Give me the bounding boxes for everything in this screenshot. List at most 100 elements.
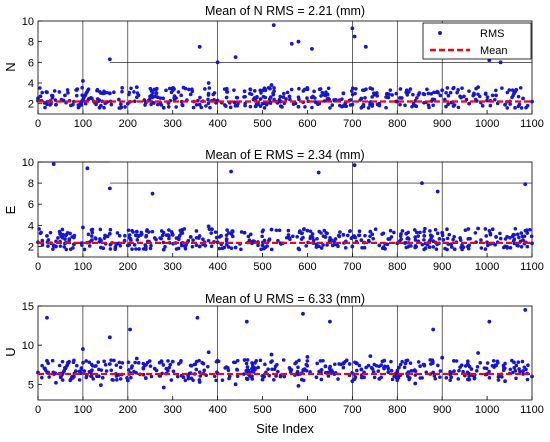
rms-point [524, 105, 528, 110]
rms-point [74, 363, 79, 368]
x-tick-label: 200 [119, 404, 137, 416]
rms-point [93, 236, 98, 240]
rms-point [127, 90, 132, 95]
rms-point [436, 363, 440, 368]
rms-point [206, 81, 211, 85]
rms-point [349, 89, 354, 93]
rms-point [466, 359, 470, 364]
rms-point [197, 244, 202, 249]
rms-point [451, 86, 455, 91]
rms-point [98, 383, 103, 388]
rms-point [62, 245, 67, 249]
rms-point [491, 358, 496, 363]
rms-point [89, 374, 93, 378]
rms-point [408, 361, 413, 365]
panel-u: Mean of U RMS = 6.33 (mm) U Site Index 0… [3, 292, 544, 436]
rms-point [406, 244, 411, 249]
rms-point [319, 94, 323, 98]
rms-point [72, 235, 76, 240]
rms-point [500, 375, 504, 379]
rms-point [170, 359, 175, 364]
rms-point [438, 93, 443, 98]
rms-point [105, 90, 109, 95]
rms-point [416, 234, 421, 238]
rms-point [295, 369, 300, 374]
rms-point [445, 227, 449, 232]
rms-point [340, 97, 344, 101]
rms-point [161, 363, 166, 367]
rms-point [149, 374, 154, 379]
rms-point [308, 229, 313, 234]
rms-point [97, 367, 101, 372]
rms-point [141, 366, 146, 370]
rms-point [254, 102, 259, 107]
rms-point [168, 362, 173, 367]
rms-point [422, 247, 426, 252]
x-tick-label: 800 [388, 261, 406, 273]
rms-point [466, 227, 471, 231]
legend: RMS Mean [422, 22, 532, 60]
rms-point [385, 364, 390, 369]
rms-point [389, 368, 394, 373]
rms-point [108, 247, 113, 251]
rms-point [211, 92, 216, 97]
rms-point [356, 233, 361, 238]
rms-point [194, 229, 199, 233]
rms-point [281, 95, 286, 99]
legend-box [422, 22, 532, 60]
rms-point [305, 355, 310, 359]
rms-point [186, 375, 191, 380]
x-tick-label: 500 [253, 261, 271, 273]
rms-point [246, 234, 251, 239]
rms-point [516, 360, 521, 364]
rms-point [483, 91, 488, 96]
rms-point [276, 238, 280, 243]
rms-point [452, 234, 456, 239]
rms-point [258, 88, 263, 93]
rms-point [286, 228, 291, 233]
rms-point [488, 103, 493, 108]
rms-point [114, 363, 119, 367]
rms-point [284, 235, 289, 240]
rms-point [161, 96, 166, 101]
rms-point [350, 244, 355, 249]
rms-point [160, 371, 164, 376]
rms-point [194, 243, 199, 248]
rms-point [494, 88, 498, 93]
rms-point [54, 380, 58, 385]
rms-point [448, 370, 452, 374]
rms-point [494, 235, 498, 239]
rms-point [108, 227, 113, 232]
rms-point [268, 86, 272, 91]
rms-point [235, 374, 240, 379]
rms-point [523, 228, 528, 233]
rms-point [191, 105, 196, 110]
rms-point [390, 93, 394, 97]
x-tick-label: 1100 [520, 404, 544, 416]
rms-point [361, 88, 365, 92]
rms-point [250, 369, 255, 374]
rms-point [375, 94, 379, 98]
x-tick-label: 200 [119, 118, 137, 130]
rms-point [250, 361, 254, 365]
rms-point [161, 105, 166, 110]
rms-point [326, 86, 331, 91]
rms-point [369, 366, 374, 370]
rms-point [445, 236, 450, 241]
rms-point [316, 102, 320, 107]
rms-point [511, 232, 516, 237]
rms-point [109, 368, 114, 373]
rms-point [233, 245, 238, 250]
x-tick-label: 1100 [520, 261, 544, 273]
rms-point [160, 233, 165, 238]
rms-point [81, 79, 85, 83]
rms-point [64, 247, 69, 252]
rms-point [134, 356, 139, 361]
rms-point [388, 88, 393, 92]
rms-point [105, 234, 110, 239]
rms-point [395, 376, 399, 380]
rms-point [149, 243, 153, 248]
rms-point [353, 375, 358, 380]
rms-point [158, 236, 162, 240]
rms-point [376, 369, 381, 373]
